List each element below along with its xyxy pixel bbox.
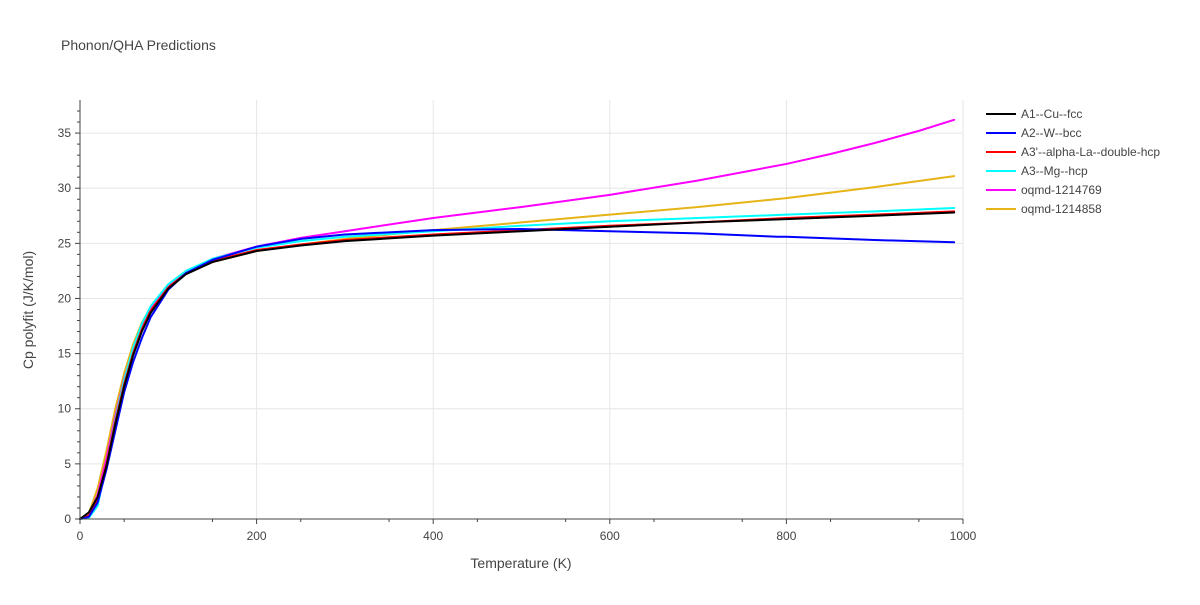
legend-label: oqmd-1214858 [1021,202,1102,216]
x-tick-label: 600 [600,529,620,543]
legend-label: oqmd-1214769 [1021,183,1102,197]
legend-item[interactable]: oqmd-1214858 [986,202,1102,216]
y-axis-title: Cp polyfit (J/K/mol) [20,251,36,369]
chart-title: Phonon/QHA Predictions [61,37,216,53]
y-tick-label: 0 [64,512,71,526]
legend-item[interactable]: A1--Cu--fcc [986,107,1082,121]
series-line-a3-mg-hcp [79,207,956,520]
y-tick-label: 20 [58,291,72,305]
y-tick-label: 30 [58,181,72,195]
legend-label: A3--Mg--hcp [1021,164,1088,178]
series-line-a2-w-bcc [79,228,956,520]
x-tick-label: 0 [77,529,84,543]
ticks: 0 200 400 600 800 1000 0 5 10 15 20 25 30 35 [58,110,977,543]
y-tick-label: 25 [58,236,72,250]
x-tick-label: 200 [247,529,267,543]
legend: A1--Cu--fcc A2--W--bcc A3'--alpha-La--doub… [986,107,1160,216]
legend-item[interactable]: A3--Mg--hcp [986,164,1088,178]
series-line-a3-alpha-la-double-hcp [79,210,956,520]
y-tick-label: 5 [64,457,71,471]
x-axis-title: Temperature (K) [470,555,571,571]
y-tick-label: 35 [58,126,72,140]
series-layer [79,118,956,520]
axes [79,100,963,520]
x-tick-label: 1000 [950,529,977,543]
legend-item[interactable]: A2--W--bcc [986,126,1081,140]
x-tick-label: 400 [423,529,443,543]
y-tick-label: 10 [58,402,72,416]
series-line-oqmd-1214769 [79,118,956,520]
x-tick-label: 800 [776,529,796,543]
series-line-oqmd-1214858 [79,175,956,520]
legend-label: A1--Cu--fcc [1021,107,1082,121]
series-line-a1-cu-fcc [79,211,956,520]
legend-label: A2--W--bcc [1021,126,1081,140]
legend-label: A3'--alpha-La--double-hcp [1021,145,1160,159]
y-tick-label: 15 [58,347,72,361]
grid [80,100,964,519]
legend-item[interactable]: oqmd-1214769 [986,183,1102,197]
legend-item[interactable]: A3'--alpha-La--double-hcp [986,145,1160,159]
